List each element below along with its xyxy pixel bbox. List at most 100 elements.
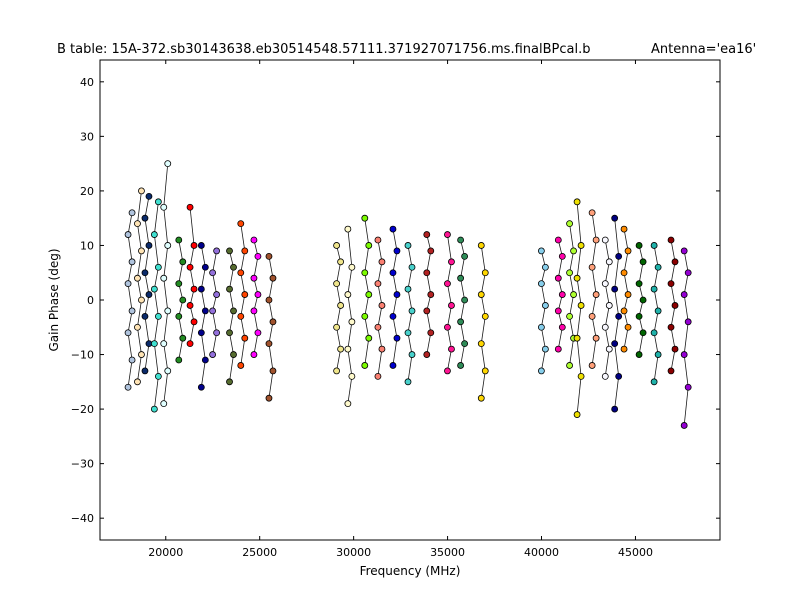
- data-point: [577, 372, 585, 380]
- data-point: [635, 280, 643, 288]
- data-point: [150, 340, 158, 348]
- data-point: [226, 285, 233, 293]
- data-point: [423, 351, 431, 358]
- data-point: [186, 263, 194, 271]
- data-point: [269, 318, 277, 326]
- data-point: [250, 307, 258, 315]
- data-point: [566, 362, 573, 369]
- data-point: [141, 367, 149, 375]
- data-point: [141, 214, 149, 222]
- data-point: [624, 247, 632, 255]
- data-point: [577, 302, 585, 309]
- data-point: [378, 258, 386, 266]
- data-point: [213, 329, 221, 337]
- data-point: [558, 291, 566, 298]
- data-point: [588, 312, 596, 320]
- data-point: [461, 296, 469, 304]
- data-point: [269, 367, 277, 375]
- data-point: [365, 291, 373, 298]
- data-point: [423, 307, 431, 315]
- data-point: [654, 307, 662, 315]
- data-point: [577, 242, 585, 249]
- data-point: [605, 258, 613, 266]
- data-point: [361, 362, 369, 369]
- data-point: [457, 274, 465, 282]
- data-point: [554, 345, 562, 353]
- data-point: [254, 252, 262, 260]
- data-point: [389, 362, 397, 369]
- data-point: [611, 285, 619, 293]
- data-point: [639, 258, 647, 266]
- data-point: [138, 351, 145, 358]
- data-point: [408, 263, 416, 271]
- data-point: [213, 247, 221, 255]
- y-tick-label: 30: [80, 130, 94, 143]
- data-point: [427, 329, 435, 337]
- data-point: [201, 356, 209, 364]
- data-point: [635, 351, 643, 358]
- x-axis-label: Frequency (MHz): [360, 564, 461, 578]
- data-point: [337, 302, 345, 309]
- data-point: [344, 345, 352, 353]
- data-point: [444, 323, 451, 331]
- y-tick-label: −30: [71, 458, 94, 471]
- data-point: [160, 400, 168, 408]
- data-point: [164, 367, 172, 375]
- data-point: [650, 285, 658, 293]
- data-point: [457, 318, 465, 326]
- data-point: [150, 405, 158, 413]
- data-point: [635, 242, 643, 249]
- data-point: [601, 323, 609, 331]
- data-point: [361, 269, 369, 277]
- data-point: [134, 378, 141, 386]
- x-tick-label: 45000: [618, 546, 653, 559]
- data-point: [404, 378, 412, 386]
- data-point: [605, 302, 613, 309]
- data-point: [423, 231, 431, 238]
- data-point: [333, 242, 341, 249]
- data-point: [197, 383, 205, 391]
- data-point: [337, 345, 345, 353]
- data-point: [230, 307, 237, 315]
- data-point: [237, 312, 245, 320]
- data-point: [615, 252, 623, 260]
- data-point: [573, 198, 581, 206]
- data-point: [190, 318, 198, 326]
- data-point: [537, 247, 545, 255]
- data-point: [667, 236, 675, 244]
- data-point: [209, 351, 217, 358]
- data-point: [680, 351, 688, 358]
- data-point: [265, 340, 273, 348]
- data-point: [541, 345, 549, 353]
- data-point: [620, 345, 628, 353]
- y-tick-label: −10: [71, 349, 94, 362]
- data-point: [448, 302, 455, 309]
- data-point: [128, 307, 136, 315]
- data-point: [138, 187, 145, 195]
- data-point: [241, 291, 249, 298]
- data-point: [374, 236, 382, 244]
- data-point: [671, 258, 679, 266]
- data-point: [639, 329, 647, 337]
- data-point: [680, 291, 688, 298]
- data-point: [654, 263, 662, 271]
- series-trace: [153, 201, 159, 410]
- data-point: [348, 318, 356, 326]
- data-point: [558, 252, 566, 260]
- data-point: [124, 280, 132, 288]
- data-point: [333, 280, 341, 288]
- data-point: [684, 269, 692, 277]
- data-point: [226, 378, 233, 386]
- data-point: [615, 312, 623, 320]
- data-point: [344, 225, 352, 233]
- series-trace: [137, 190, 142, 382]
- data-point: [477, 291, 485, 298]
- data-point: [134, 274, 141, 282]
- data-point: [481, 269, 489, 277]
- data-point: [134, 323, 141, 331]
- data-point: [179, 296, 187, 304]
- data-point: [154, 312, 162, 320]
- data-point: [374, 372, 382, 380]
- data-point: [269, 274, 277, 282]
